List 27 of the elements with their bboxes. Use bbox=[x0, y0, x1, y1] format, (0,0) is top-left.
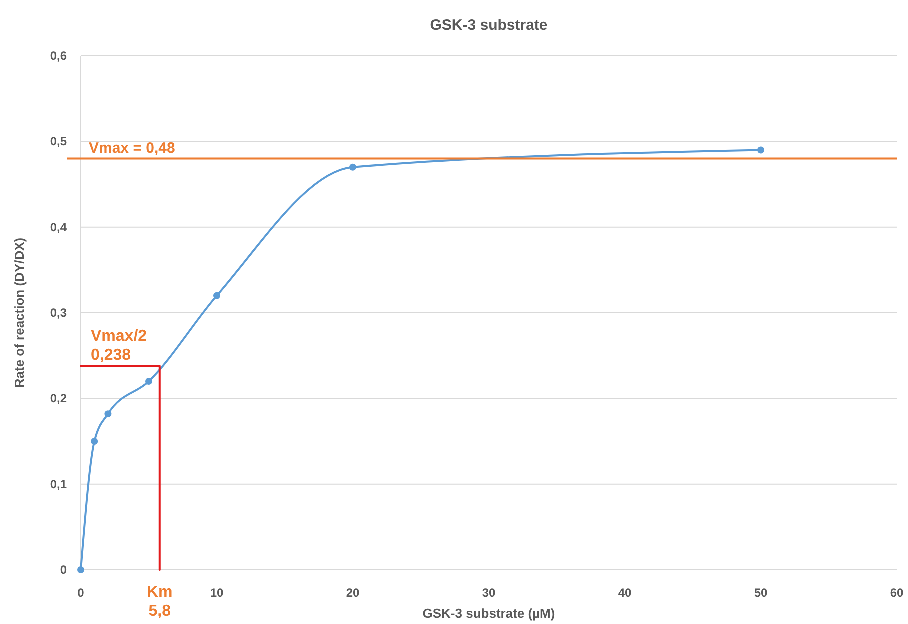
x-tick-label: 10 bbox=[210, 586, 224, 600]
y-tick-label: 0 bbox=[60, 563, 68, 577]
y-tick-label: 0,2 bbox=[50, 392, 68, 406]
y-tick-label: 0,5 bbox=[50, 134, 68, 149]
point bbox=[91, 438, 98, 445]
point bbox=[350, 164, 356, 171]
y-tick-label: 0,3 bbox=[50, 306, 68, 320]
x-tick-label: 30 bbox=[482, 586, 496, 600]
x-tick-label: 60 bbox=[890, 586, 904, 600]
x-tick-label: 50 bbox=[754, 586, 768, 600]
point bbox=[78, 566, 84, 574]
annotation: Km 5,8 bbox=[146, 584, 173, 620]
y-tick-label: 0,1 bbox=[50, 477, 68, 492]
y-axis-title: Rate of reaction (DY/DX) bbox=[12, 238, 27, 388]
point bbox=[758, 146, 764, 154]
x-tick-label: 0 bbox=[78, 586, 85, 600]
y-tick-label: 0,6 bbox=[50, 49, 68, 63]
annotation: Vmax/2 0,238 bbox=[91, 328, 148, 364]
point bbox=[214, 292, 220, 300]
x-axis-title: GSK-3 substrate (µM) bbox=[422, 606, 556, 621]
chart-title: GSK-3 substrate bbox=[430, 17, 548, 34]
point bbox=[146, 378, 152, 386]
x-tick-label: 20 bbox=[346, 586, 360, 600]
x-tick-label: 40 bbox=[618, 586, 632, 600]
ref-line-label: Vmax = 0,48 bbox=[89, 140, 176, 157]
point bbox=[104, 410, 112, 418]
y-tick-label: 0,4 bbox=[50, 220, 68, 234]
